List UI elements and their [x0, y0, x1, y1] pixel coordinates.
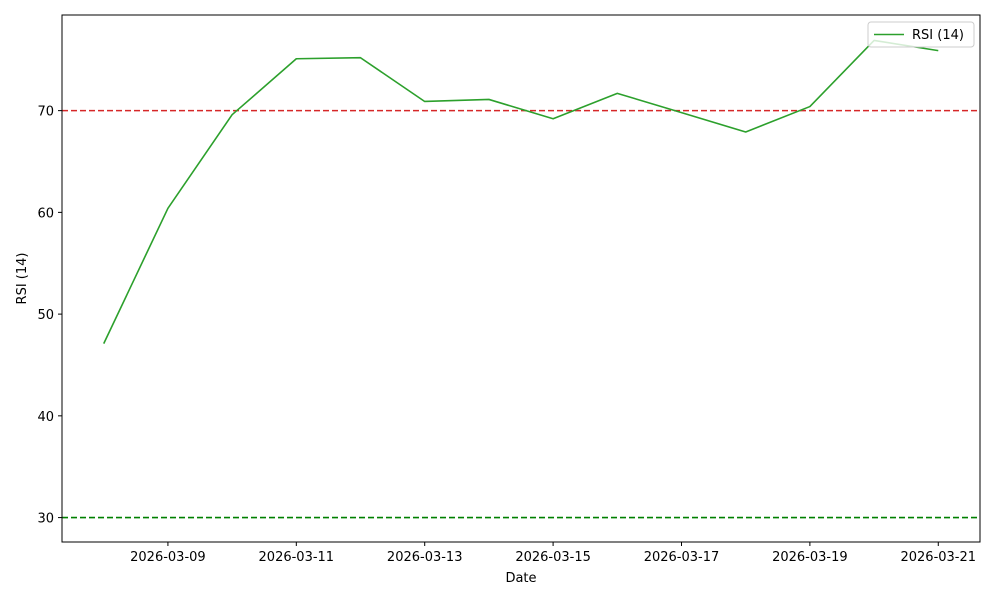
legend: RSI (14)	[867, 21, 975, 48]
series-line-rsi	[103, 39, 939, 344]
y-axis-ticks: 30 40 50 60 70	[37, 105, 62, 527]
x-axis-label: Date	[505, 571, 536, 586]
reference-lines	[62, 109, 980, 519]
y-axis-label: RSI (14)	[15, 253, 30, 305]
series-layer	[103, 39, 939, 344]
y-tick-label: 50	[37, 308, 54, 323]
y-tick-label: 60	[37, 206, 54, 221]
legend-label-rsi: RSI (14)	[912, 28, 964, 43]
y-tick-label: 70	[37, 105, 54, 120]
x-tick-label: 2026-03-19	[772, 550, 848, 565]
y-tick-label: 40	[37, 410, 54, 425]
legend-box	[867, 21, 975, 48]
x-tick-label: 2026-03-11	[259, 550, 335, 565]
x-tick-label: 2026-03-21	[900, 550, 976, 565]
x-tick-label: 2026-03-09	[130, 550, 206, 565]
x-tick-label: 2026-03-13	[387, 550, 463, 565]
y-tick-label: 30	[37, 512, 54, 527]
x-tick-label: 2026-03-17	[644, 550, 720, 565]
plot-area-frame	[61, 14, 981, 543]
x-axis-ticks: 2026-03-09 2026-03-11 2026-03-13 2026-03-15…	[130, 542, 976, 565]
x-tick-label: 2026-03-15	[515, 550, 591, 565]
